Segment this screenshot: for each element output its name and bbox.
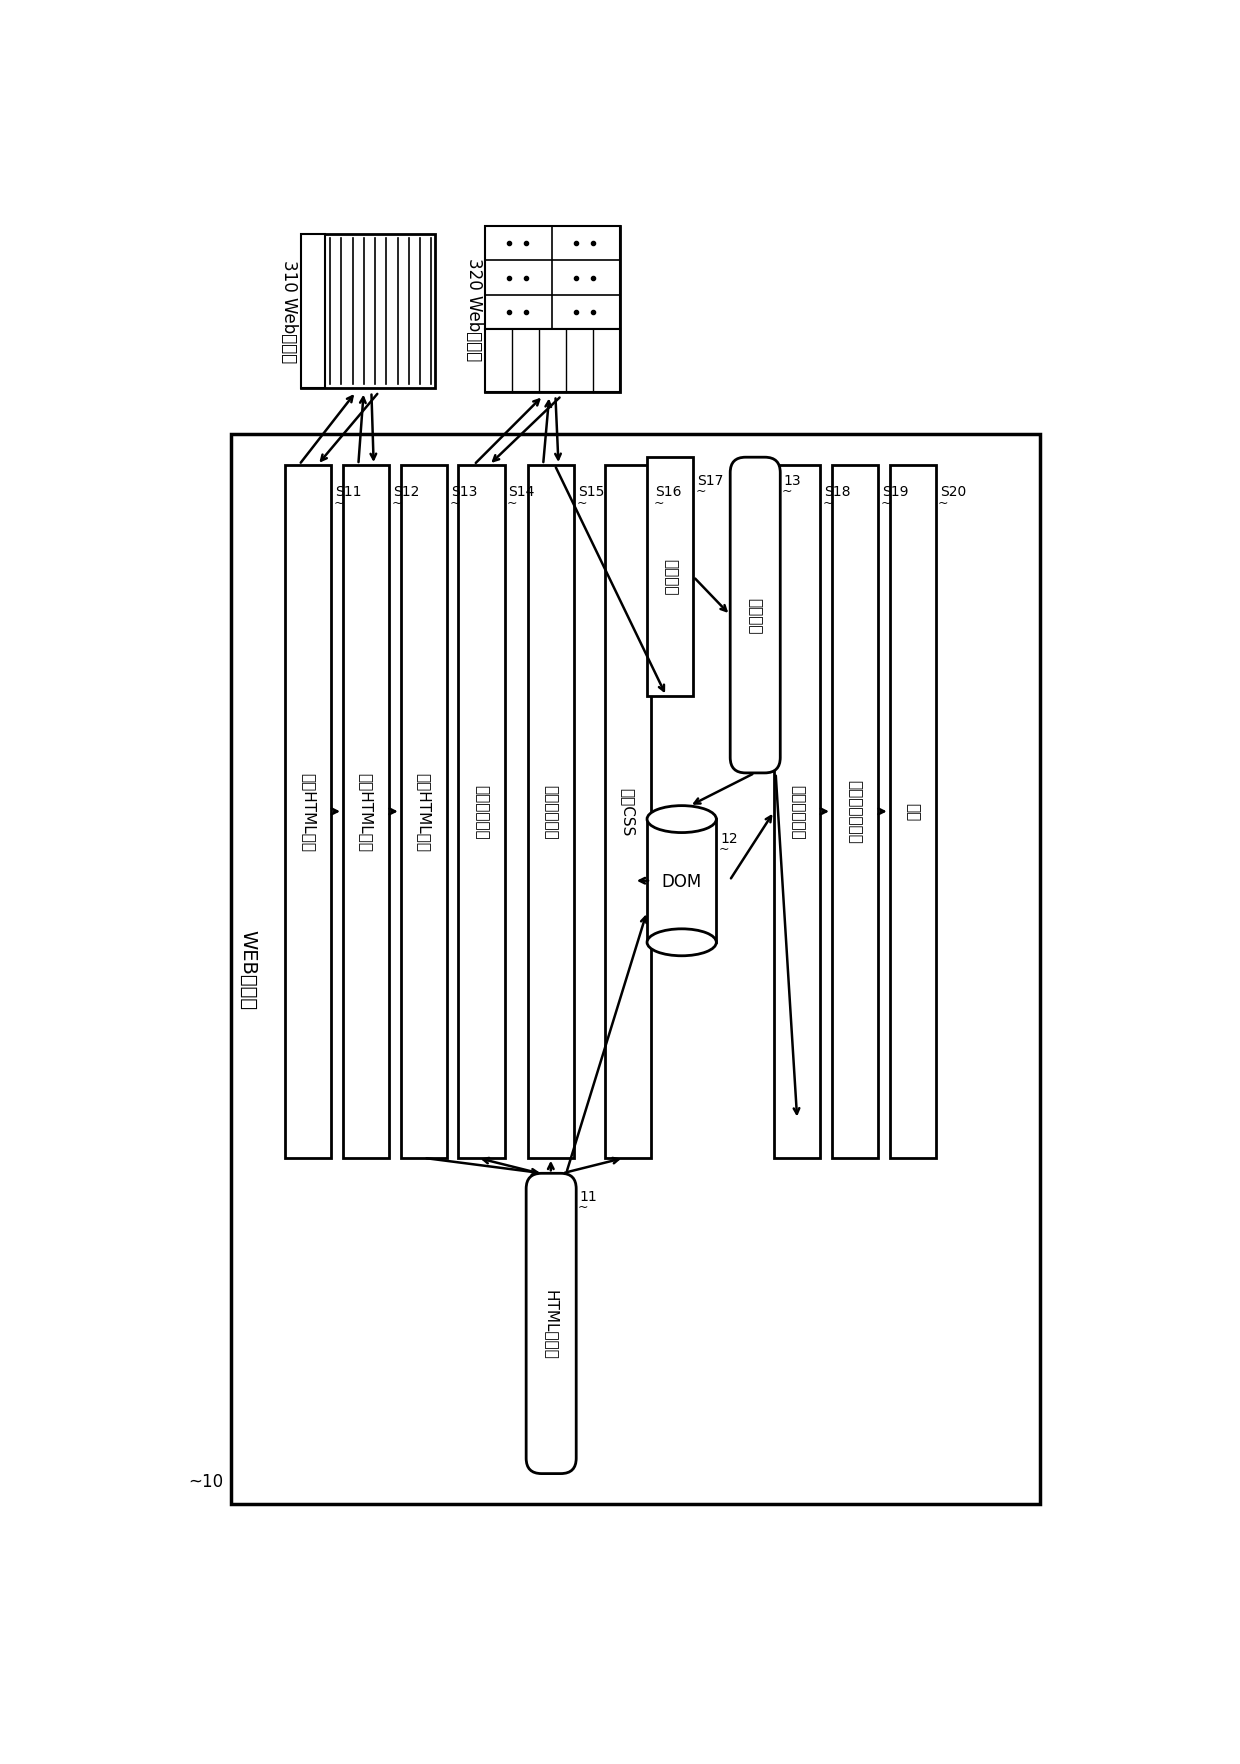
Text: 12: 12 — [720, 831, 738, 845]
Bar — [231, 436, 1040, 1505]
Text: 获取HTML文件: 获取HTML文件 — [358, 773, 373, 852]
Text: 执行脚本: 执行脚本 — [662, 559, 677, 596]
Text: 请求HTML文件: 请求HTML文件 — [301, 773, 316, 852]
Bar — [300, 235, 435, 388]
Text: ~: ~ — [653, 496, 663, 510]
Text: HTML解析器: HTML解析器 — [543, 1289, 558, 1358]
Ellipse shape — [647, 806, 717, 833]
Bar — [605, 466, 651, 1159]
Text: 11: 11 — [579, 1189, 596, 1203]
Text: ~: ~ — [822, 496, 833, 510]
Text: S11: S11 — [335, 485, 362, 499]
Text: ~: ~ — [507, 496, 517, 510]
Text: S19: S19 — [882, 485, 909, 499]
Text: S18: S18 — [825, 485, 851, 499]
Text: 脚本引擎: 脚本引擎 — [748, 598, 763, 633]
Bar — [528, 466, 574, 1159]
Text: 显示: 显示 — [905, 803, 920, 820]
Text: S17: S17 — [697, 473, 723, 487]
Text: 进行插件的加载: 进行插件的加载 — [847, 780, 863, 843]
Text: WEB浏览器: WEB浏览器 — [238, 930, 258, 1009]
Ellipse shape — [647, 930, 717, 956]
Text: S12: S12 — [393, 485, 419, 499]
Text: S14: S14 — [508, 485, 534, 499]
Text: ~: ~ — [781, 485, 792, 497]
Bar — [485, 228, 620, 330]
Text: ~: ~ — [392, 496, 402, 510]
Text: 分析HTML文件: 分析HTML文件 — [417, 773, 432, 852]
Text: ~: ~ — [449, 496, 460, 510]
Text: 13: 13 — [784, 473, 801, 487]
FancyBboxPatch shape — [526, 1173, 577, 1473]
Text: 310 Web服务器: 310 Web服务器 — [280, 259, 298, 363]
Text: S20: S20 — [940, 485, 966, 499]
Bar — [485, 330, 620, 393]
Text: DOM: DOM — [662, 871, 702, 891]
Text: ~: ~ — [577, 496, 587, 510]
Bar — [485, 228, 620, 393]
Text: ~: ~ — [578, 1201, 588, 1214]
Text: S15: S15 — [578, 485, 604, 499]
Text: ~: ~ — [334, 496, 345, 510]
Bar — [401, 466, 446, 1159]
Text: ~: ~ — [939, 496, 949, 510]
Text: 320 Web服务器: 320 Web服务器 — [465, 258, 482, 362]
FancyBboxPatch shape — [730, 459, 780, 773]
Text: ~: ~ — [880, 496, 890, 510]
Bar — [459, 466, 505, 1159]
Bar — [832, 466, 878, 1159]
Bar — [774, 466, 821, 1159]
Bar — [343, 466, 389, 1159]
Text: 应用CSS: 应用CSS — [620, 789, 635, 836]
Text: 请求外部资源: 请求外部资源 — [474, 785, 489, 840]
Bar — [285, 466, 331, 1159]
Text: 获取外部资源: 获取外部资源 — [543, 785, 558, 840]
Text: ~: ~ — [719, 843, 729, 856]
Text: 创建描绘要素: 创建描绘要素 — [790, 785, 805, 840]
Bar — [300, 235, 325, 388]
Text: S13: S13 — [450, 485, 477, 499]
Bar — [889, 466, 936, 1159]
Text: ~: ~ — [696, 485, 706, 497]
Text: S16: S16 — [655, 485, 681, 499]
Bar — [647, 459, 693, 697]
Bar — [647, 820, 717, 942]
Text: ~10: ~10 — [188, 1473, 223, 1491]
